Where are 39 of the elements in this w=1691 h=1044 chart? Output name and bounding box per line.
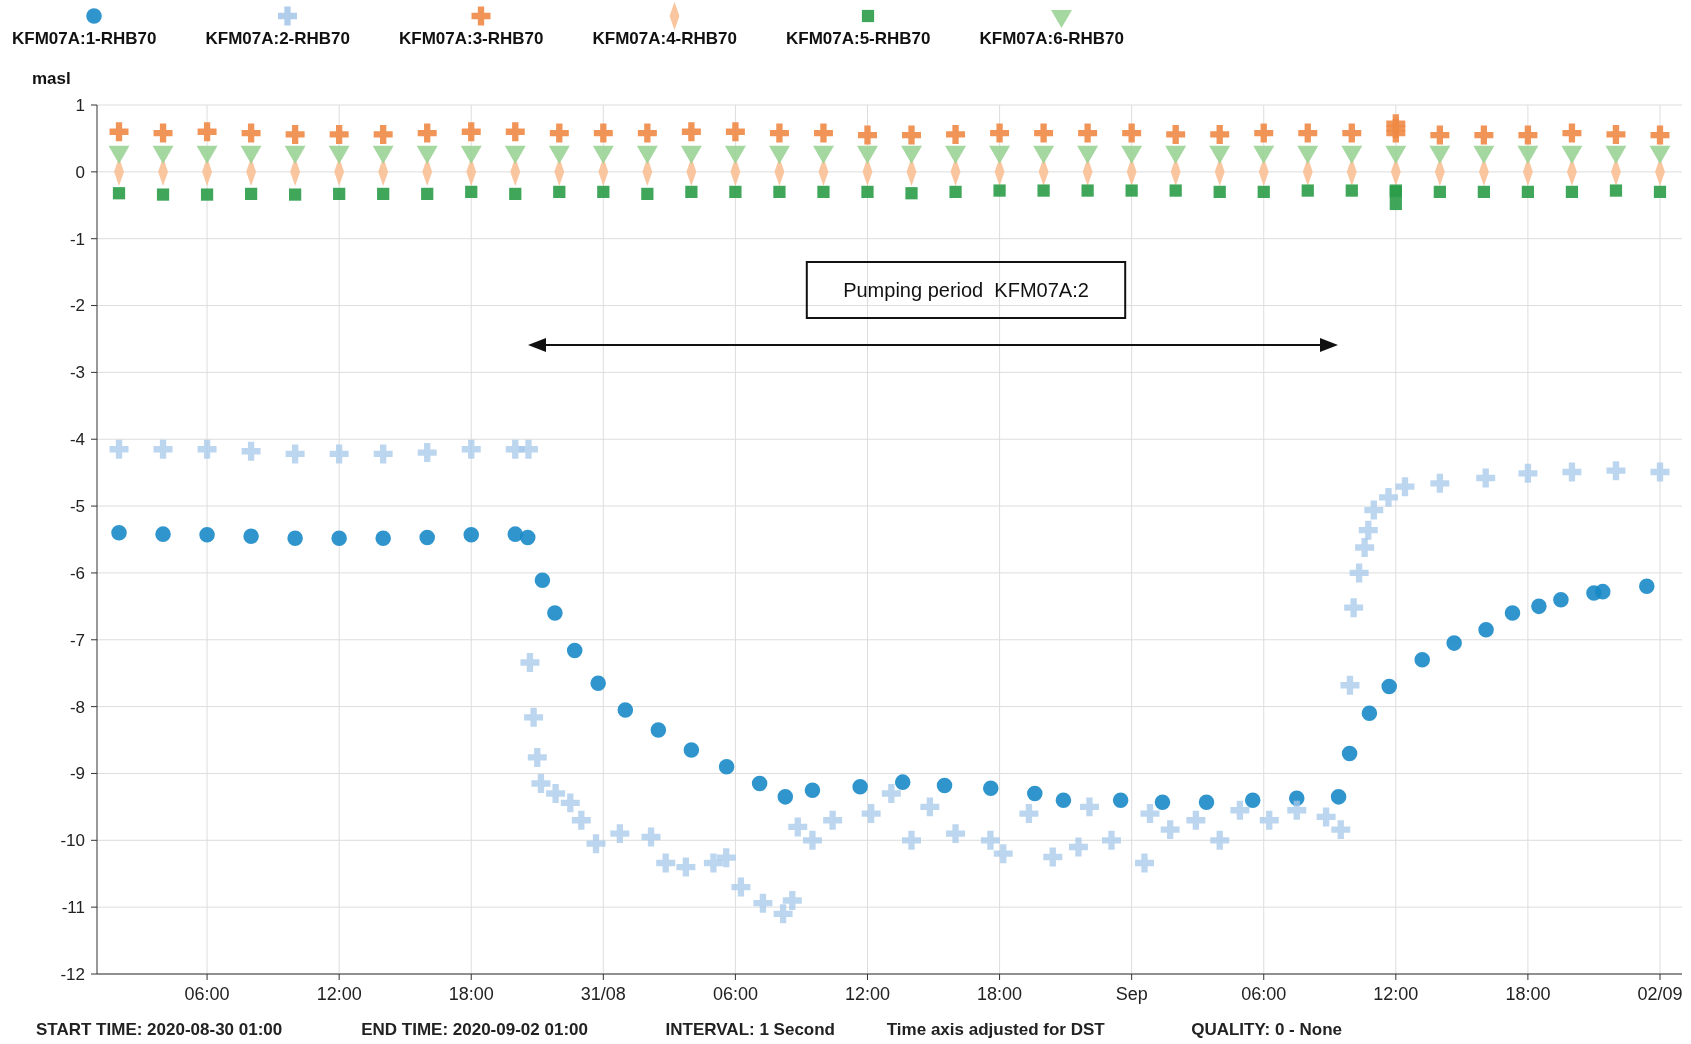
y-tick-label: -5 xyxy=(69,497,85,517)
y-tick-label: -3 xyxy=(69,363,85,383)
x-tick-label: 12:00 xyxy=(844,984,891,1004)
y-tick-label: 0 xyxy=(75,162,85,182)
x-tick-label: 31/08 xyxy=(580,984,626,1004)
legend-label: KFM07A:2-RHB70 xyxy=(205,29,351,48)
x-tick-label: 18:00 xyxy=(448,984,494,1004)
y-tick-label: -9 xyxy=(69,764,85,784)
x-tick-label: 02/09 xyxy=(1637,984,1683,1004)
y-tick-label: -6 xyxy=(69,563,85,583)
x-tick-label: 12:00 xyxy=(316,984,362,1004)
annotation: Pumping period KFM07A:2 xyxy=(843,279,1089,301)
x-tick-label: 18:00 xyxy=(1505,984,1551,1004)
x-tick-label: 12:00 xyxy=(1373,984,1419,1004)
x-tick-label: 06:00 xyxy=(184,984,230,1004)
text: END TIME: 2020-09-02 01:00 xyxy=(361,1020,588,1039)
y-tick-label: -1 xyxy=(69,229,85,249)
text: Time axis adjusted for DST xyxy=(886,1020,1106,1039)
x-tick-label: 06:00 xyxy=(1241,984,1287,1004)
text: START TIME: 2020-08-30 01:00 xyxy=(36,1020,283,1039)
y-tick-label: -4 xyxy=(69,430,85,450)
x-tick-label: 06:00 xyxy=(712,984,758,1004)
y-tick-label: -7 xyxy=(69,630,85,650)
y-tick-label: -12 xyxy=(60,964,85,984)
x-tick-label: 18:00 xyxy=(977,984,1023,1004)
y-tick-label: -10 xyxy=(60,831,85,851)
legend-label: KFM07A:6-RHB70 xyxy=(979,29,1125,48)
y-tick-label: 1 xyxy=(75,95,85,115)
text: QUALITY: 0 - None xyxy=(1191,1020,1342,1039)
y-axis-title: masl xyxy=(32,69,71,88)
y-tick-label: -8 xyxy=(69,697,85,717)
legend-label: KFM07A:5-RHB70 xyxy=(786,29,931,48)
y-tick-label: -2 xyxy=(69,296,85,316)
text: INTERVAL: 1 Second xyxy=(665,1020,836,1039)
y-tick-label: -11 xyxy=(61,898,85,918)
legend-label: KFM07A:4-RHB70 xyxy=(592,29,738,48)
legend-label: KFM07A:3-RHB70 xyxy=(399,29,544,48)
x-tick-label: Sep xyxy=(1115,984,1148,1004)
legend-label: KFM07A:1-RHB70 xyxy=(12,29,157,48)
